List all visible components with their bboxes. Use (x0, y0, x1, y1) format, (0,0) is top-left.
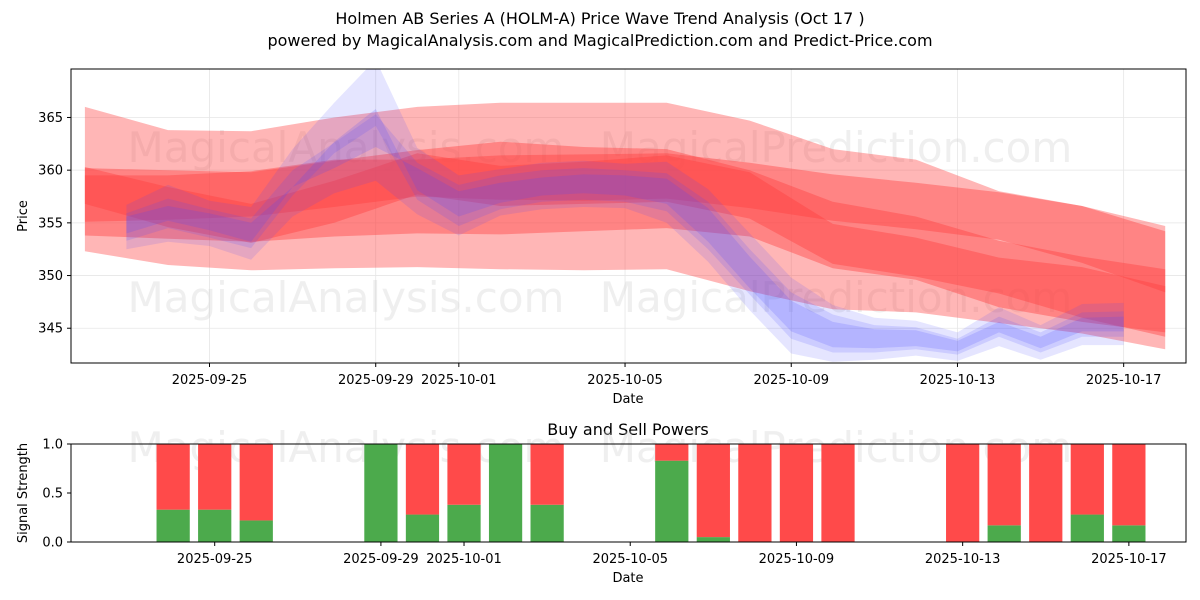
signal-x-tick-label: 2025-10-01 (426, 552, 502, 567)
sell-bar (239, 444, 273, 521)
sell-bar (738, 444, 772, 542)
price-y-tick-label: 345 (38, 322, 63, 337)
price-x-axis-title: Date (612, 392, 643, 407)
price-x-tick-label: 2025-10-13 (920, 373, 996, 388)
watermark-analysis-top: MagicalAnalysis.com (128, 123, 565, 172)
buy-bar (655, 460, 689, 542)
red-wave-band (84, 153, 1166, 337)
signal-y-axis-title: Signal Strength (16, 443, 31, 543)
price-y-axis-title: Price (16, 200, 31, 232)
price-frame (70, 68, 1187, 364)
price-x-tick-label: 2025-10-17 (1086, 373, 1162, 388)
buy-bar (239, 520, 273, 542)
blue-wave-band (126, 114, 1124, 355)
buy-bar (1112, 525, 1146, 542)
buy-bar (447, 504, 481, 542)
price-x-tick-label: 2025-10-05 (587, 373, 663, 388)
signal-y-tick-label: 0.5 (42, 487, 63, 502)
price-x-tick-label: 2025-10-01 (421, 373, 497, 388)
price-y-tick-label: 355 (38, 216, 63, 231)
signal-y-tick-label: 1.0 (42, 438, 63, 453)
buy-bar (156, 509, 190, 542)
signal-panel: Buy and Sell Powers MagicalAnalysis.com … (16, 420, 1187, 586)
signal-x-tick-label: 2025-09-25 (177, 552, 253, 567)
sell-bar (405, 444, 440, 515)
sell-bar (447, 444, 481, 505)
price-y-ticks: 345 350 355 360 365 (38, 111, 71, 337)
sell-bar (198, 444, 232, 510)
sell-bar (696, 444, 730, 538)
sell-bar (1112, 444, 1146, 526)
price-x-tick-label: 2025-10-09 (753, 373, 829, 388)
signal-x-tick-label: 2025-10-05 (592, 552, 668, 567)
price-y-tick-label: 350 (38, 269, 63, 284)
price-x-tick-label: 2025-09-25 (172, 373, 248, 388)
sell-bar (987, 444, 1021, 526)
signal-x-tick-label: 2025-10-17 (1091, 552, 1167, 567)
red-wave-band (84, 102, 1166, 350)
buy-bar (364, 444, 398, 542)
signal-x-tick-label: 2025-10-13 (925, 552, 1001, 567)
buy-bar (987, 525, 1021, 542)
red-wave-band (84, 141, 1166, 333)
watermark-prediction-mid: MagicalPrediction.com (600, 273, 1073, 322)
signal-y-ticks: 0.0 0.5 1.0 (42, 438, 71, 551)
buy-bar (530, 504, 564, 542)
price-grid (71, 69, 1186, 363)
buy-bar (488, 444, 523, 542)
signal-x-ticks: 2025-09-25 2025-09-29 2025-10-01 2025-10-05… (177, 542, 1167, 567)
sell-bar (655, 444, 689, 461)
price-y-tick-label: 365 (38, 111, 63, 126)
sell-bar (821, 444, 855, 542)
sell-bar (1070, 444, 1104, 515)
buy-bar (1070, 514, 1104, 542)
signal-y-tick-label: 0.0 (42, 536, 63, 551)
sell-bar (1029, 444, 1063, 542)
price-panel: MagicalAnalysis.com MagicalPrediction.co… (16, 68, 1187, 407)
price-x-tick-label: 2025-09-29 (338, 373, 414, 388)
buy-bar (405, 514, 440, 542)
price-bands (84, 69, 1166, 362)
sell-bar (530, 444, 564, 505)
price-watermarks: MagicalAnalysis.com MagicalPrediction.co… (128, 123, 1073, 322)
buy-bar (696, 537, 730, 542)
price-y-tick-label: 360 (38, 164, 63, 179)
signal-panel-title: Buy and Sell Powers (547, 420, 709, 439)
watermark-prediction-top: MagicalPrediction.com (600, 123, 1073, 172)
sell-bar (779, 444, 814, 542)
sell-bar (946, 444, 980, 542)
signal-bars (156, 444, 1146, 542)
chart-subtitle: powered by MagicalAnalysis.com and Magic… (267, 31, 933, 50)
buy-bar (198, 509, 232, 542)
price-plot-area (71, 69, 1186, 363)
signal-x-tick-label: 2025-10-09 (759, 552, 835, 567)
signal-x-tick-label: 2025-09-29 (343, 552, 419, 567)
blue-wave-band (126, 69, 1124, 362)
chart-title: Holmen AB Series A (HOLM-A) Price Wave T… (335, 9, 865, 28)
signal-x-axis-title: Date (612, 571, 643, 586)
price-x-ticks: 2025-09-25 2025-09-29 2025-10-01 2025-10-05… (172, 363, 1162, 388)
red-wave-band (84, 153, 1166, 293)
sell-bar (156, 444, 190, 510)
watermark-analysis-mid: MagicalAnalysis.com (128, 273, 565, 322)
